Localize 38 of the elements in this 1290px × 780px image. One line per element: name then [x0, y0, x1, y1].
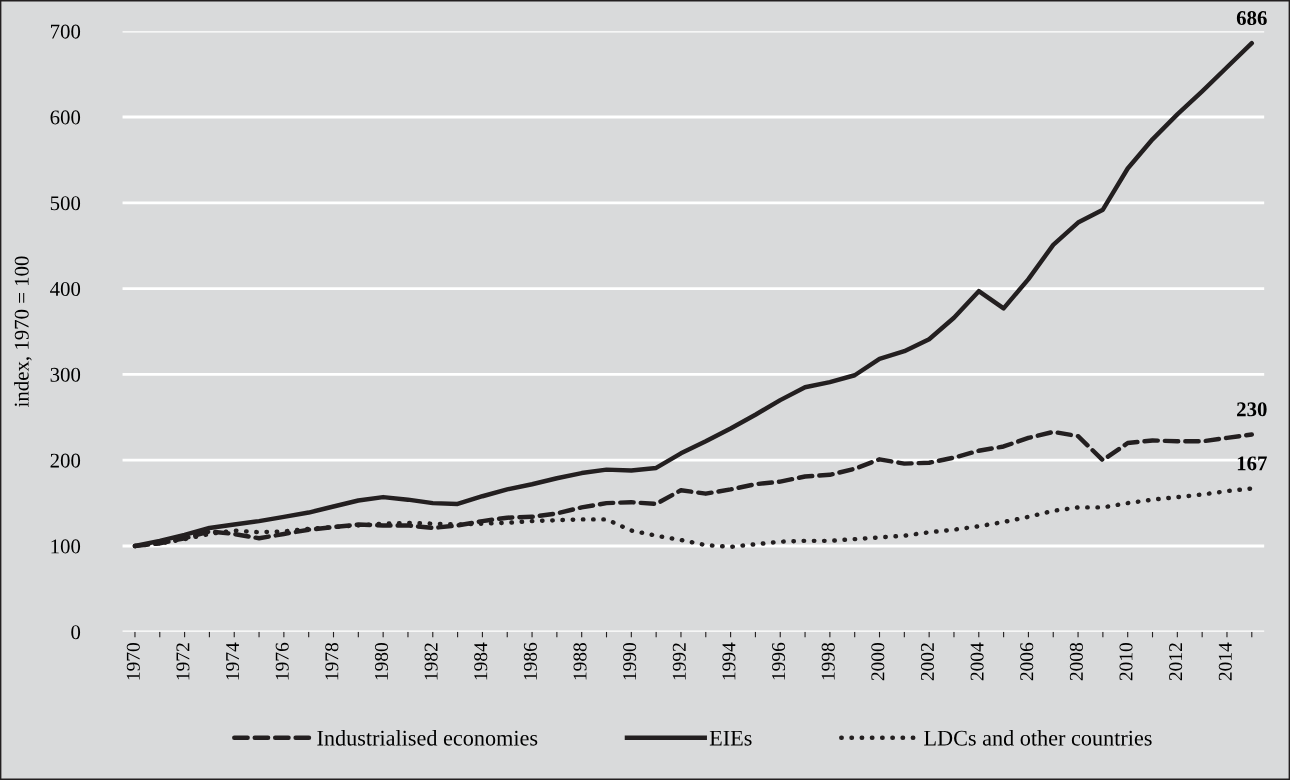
legend-label: EIEs — [709, 730, 752, 746]
x-tick-label: 1998 — [821, 642, 835, 680]
x-tick-label: 1974 — [226, 642, 240, 680]
data-label: 230 — [1237, 402, 1267, 417]
x-tick-label: 1970 — [126, 642, 140, 680]
y-tick-label: 100 — [51, 539, 81, 554]
x-tick-label: 1990 — [623, 642, 637, 680]
legend-label: Industrialised economies — [317, 730, 538, 746]
y-tick-label: 0 — [71, 625, 81, 640]
x-tick-label: 2002 — [920, 643, 935, 681]
x-tick-label: 2000 — [871, 642, 885, 681]
y-tick-label: 300 — [50, 367, 81, 382]
x-tick-label: 1978 — [325, 642, 339, 680]
y-tick-label: 500 — [50, 196, 81, 211]
x-tick-label: 1972 — [176, 643, 190, 680]
x-tick-label: 1992 — [672, 643, 686, 680]
x-tick-label: 1980 — [374, 642, 389, 680]
legend-label: LDCs and other countries — [924, 730, 1152, 746]
y-tick-label: 400 — [50, 281, 81, 297]
x-tick-label: 1994 — [722, 642, 736, 680]
x-tick-label: 1982 — [424, 643, 438, 680]
x-tick-label: 1996 — [772, 642, 786, 680]
x-tick-label: 2010 — [1119, 642, 1133, 681]
x-tick-label: 1984 — [474, 642, 488, 680]
data-label: 167 — [1237, 456, 1267, 471]
y-tick-label: 700 — [51, 24, 81, 39]
x-tick-label: 2006 — [1020, 642, 1034, 681]
y-tick-label: 200 — [50, 453, 81, 468]
x-tick-label: 2008 — [1069, 642, 1083, 681]
x-tick-label: 1976 — [275, 642, 289, 680]
x-tick-label: 1988 — [573, 642, 587, 680]
y-tick-label: 600 — [50, 110, 81, 125]
x-tick-label: 1986 — [523, 642, 537, 680]
x-tick-label: 2014 — [1218, 642, 1232, 681]
data-label: 686 — [1236, 11, 1267, 26]
y-axis-title: index, 1970 = 100 — [14, 256, 32, 407]
x-tick-label: 2012 — [1169, 643, 1183, 681]
x-tick-label: 2004 — [970, 642, 984, 681]
